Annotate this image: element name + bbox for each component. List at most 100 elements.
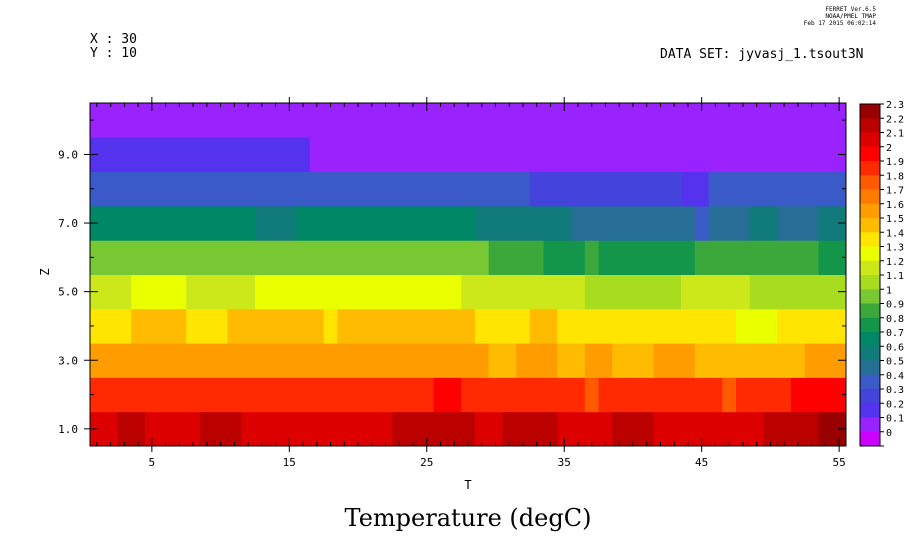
heatmap-cell bbox=[694, 205, 710, 241]
heatmap-cell bbox=[708, 205, 751, 241]
colorbar: 2.3 2.2 2.1 2 1.9 1.8 1.7 1.6 1.5 1.4 1.3 1.2 1.1 1 0.… bbox=[859, 100, 904, 447]
colorbar-swatch bbox=[860, 175, 880, 190]
axes: 5 15 25 35 45 55 1.0 3.0 5.0 7.0 9.0 bbox=[58, 97, 846, 469]
heatmap-cell bbox=[254, 205, 297, 241]
heatmap-cell bbox=[474, 308, 531, 344]
colorbar-swatch bbox=[860, 161, 880, 176]
heatmap-cell bbox=[612, 343, 655, 378]
y-tick-label: 7.0 bbox=[58, 217, 78, 230]
heatmap-cell bbox=[254, 274, 462, 310]
heatmap-cell bbox=[653, 411, 765, 447]
colorbar-label: 1.8 bbox=[886, 171, 904, 182]
x-tick-label: 25 bbox=[420, 456, 433, 469]
heatmap-cell bbox=[186, 308, 228, 344]
x-tick-label: 55 bbox=[833, 456, 846, 469]
colorbar-label: 2.1 bbox=[886, 129, 904, 140]
colorbar-swatch bbox=[860, 146, 880, 162]
heatmap-cell bbox=[584, 377, 600, 413]
heatmap-cell bbox=[681, 171, 710, 207]
colorbar-label: 0.5 bbox=[886, 357, 904, 368]
heatmap-cell bbox=[392, 411, 476, 447]
heatmap-cell bbox=[337, 308, 476, 344]
colorbar-swatch bbox=[860, 346, 880, 361]
heatmap-cell bbox=[90, 308, 132, 344]
heatmap-cell bbox=[90, 103, 847, 138]
heatmap-cell bbox=[90, 171, 531, 207]
heatmap-cell bbox=[516, 343, 558, 378]
colorbar-swatch bbox=[860, 360, 880, 376]
colorbar-swatch bbox=[860, 104, 880, 119]
colorbar-label: 2.3 bbox=[886, 100, 904, 111]
heatmap-cell bbox=[543, 240, 586, 275]
heatmap-cell bbox=[502, 411, 558, 447]
colorbar-label: 2.2 bbox=[886, 114, 904, 125]
colorbar-label: 0.1 bbox=[886, 414, 904, 425]
y-tick-label: 9.0 bbox=[58, 148, 78, 161]
heatmap-cells bbox=[90, 103, 847, 447]
heatmap-cell bbox=[681, 274, 751, 310]
y-coordinate-label: Y : 10 bbox=[90, 46, 137, 61]
colorbar-label: 0.6 bbox=[886, 342, 904, 353]
heatmap-cell bbox=[598, 240, 696, 275]
heatmap-cell bbox=[777, 205, 820, 241]
heatmap-cell bbox=[488, 240, 545, 275]
heatmap-cell bbox=[90, 343, 490, 378]
colorbar-label: 1.1 bbox=[886, 271, 904, 282]
heatmap-cell bbox=[598, 377, 723, 413]
heatmap-cell bbox=[309, 137, 847, 173]
colorbar-label: 0 bbox=[886, 428, 892, 439]
y-tick-label: 3.0 bbox=[58, 354, 78, 367]
heatmap-cell bbox=[131, 308, 187, 344]
heatmap-cell bbox=[90, 240, 490, 275]
x-tick-label: 35 bbox=[558, 456, 571, 469]
heatmap-cell bbox=[736, 377, 792, 413]
heatmap-cell bbox=[791, 377, 847, 413]
heatmap-cell bbox=[90, 137, 311, 173]
heatmap-cell bbox=[571, 205, 696, 241]
heatmap-cell bbox=[749, 205, 778, 241]
heatmap-cell bbox=[117, 411, 146, 447]
colorbar-swatch bbox=[860, 332, 880, 347]
colorbar-label: 1.9 bbox=[886, 157, 904, 168]
colorbar-label: 0.4 bbox=[886, 371, 904, 382]
y-tick-label: 5.0 bbox=[58, 286, 78, 299]
heatmap-cell bbox=[90, 377, 435, 413]
heatmap-cell bbox=[818, 240, 847, 275]
heatmap-cell bbox=[708, 171, 847, 207]
x-tick-label: 45 bbox=[695, 456, 708, 469]
colorbar-swatch bbox=[860, 203, 880, 219]
heatmap-cell bbox=[653, 343, 696, 378]
heatmap-cell bbox=[722, 377, 737, 413]
colorbar-swatch bbox=[860, 417, 880, 433]
colorbar-swatch bbox=[860, 431, 880, 447]
heatmap-cell bbox=[186, 274, 256, 310]
heatmap-cell bbox=[474, 411, 503, 447]
heatmap-cell bbox=[199, 411, 242, 447]
ferret-timestamp: Feb 17 2015 06:02:14 bbox=[803, 20, 876, 27]
colorbar-swatch bbox=[860, 260, 880, 276]
colorbar-swatch bbox=[860, 303, 880, 319]
heatmap-cell bbox=[461, 377, 586, 413]
colorbar-swatch bbox=[860, 374, 880, 390]
heatmap-cell bbox=[323, 308, 338, 344]
colorbar-label: 1.3 bbox=[886, 243, 904, 254]
heatmap-cell bbox=[131, 274, 187, 310]
colorbar-label: 2 bbox=[886, 143, 892, 154]
colorbar-label: 0.7 bbox=[886, 328, 904, 339]
colorbar-swatch bbox=[860, 289, 880, 304]
heatmap-cell bbox=[296, 205, 476, 241]
heatmap-cell bbox=[749, 274, 847, 310]
x-tick-label: 5 bbox=[149, 456, 156, 469]
y-axis-title: Z bbox=[38, 268, 52, 275]
heatmap-cell bbox=[584, 343, 613, 378]
heatmap-cell bbox=[694, 240, 820, 275]
colorbar-label: 0.9 bbox=[886, 300, 904, 311]
colorbar-swatch bbox=[860, 246, 880, 262]
ferret-stamp: FERRET Ver.6.5 NOAA/PMEL TMAP Feb 17 201… bbox=[804, 6, 876, 27]
heatmap-cell bbox=[90, 205, 256, 241]
heatmap-cell bbox=[584, 240, 600, 275]
ferret-org: NOAA/PMEL TMAP bbox=[825, 13, 876, 20]
colorbar-label: 1.2 bbox=[886, 257, 904, 268]
x-axis-title: T bbox=[464, 478, 471, 492]
